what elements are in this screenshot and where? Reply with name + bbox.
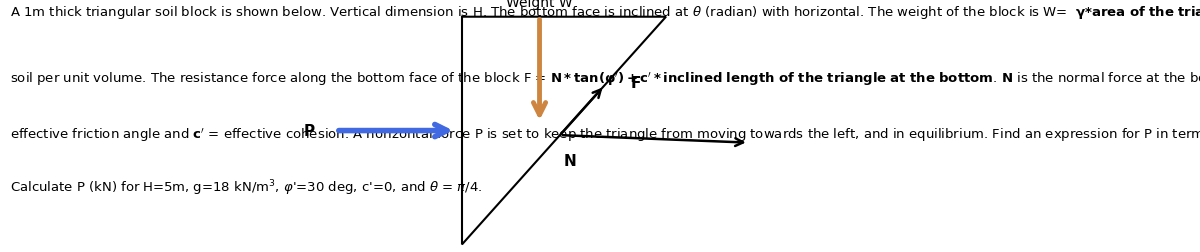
Text: N: N xyxy=(563,153,576,168)
Text: Weight W: Weight W xyxy=(506,0,572,10)
Text: F: F xyxy=(631,76,641,91)
Text: effective friction angle and $\bf{c'}$ = effective cohesion. A horizontal force : effective friction angle and $\bf{c'}$ =… xyxy=(10,126,1200,143)
Text: P: P xyxy=(304,123,314,139)
Text: A 1m thick triangular soil block is shown below. Vertical dimension is H. The bo: A 1m thick triangular soil block is show… xyxy=(10,4,1200,21)
Polygon shape xyxy=(462,18,666,244)
Text: Calculate P (kN) for H=5m, g=18 kN/m$^3$, $\varphi$'=30 deg, c'=0, and $\theta$ : Calculate P (kN) for H=5m, g=18 kN/m$^3$… xyxy=(10,178,482,197)
Text: soil per unit volume. The resistance force along the bottom face of the block F : soil per unit volume. The resistance for… xyxy=(10,71,1200,88)
